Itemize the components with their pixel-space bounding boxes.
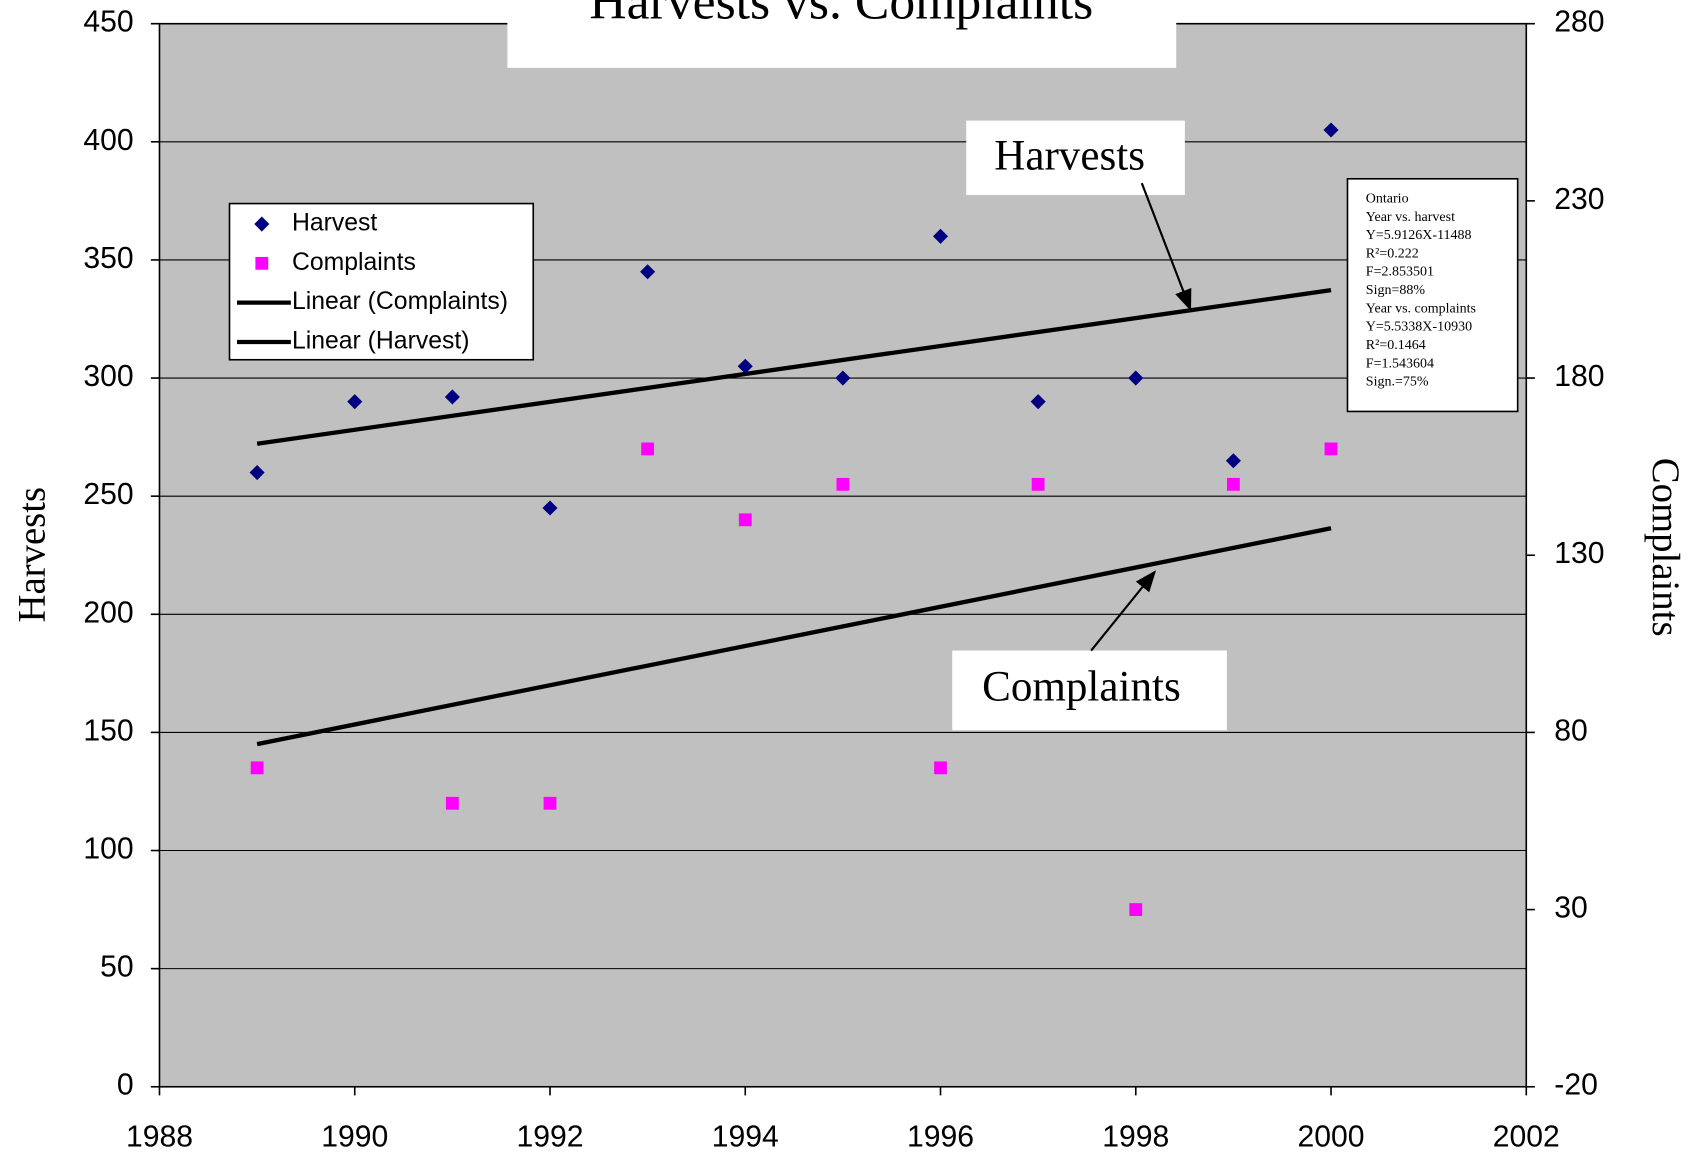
point [1030,394,1046,410]
legend-label: Complaints [292,249,416,276]
legend-marker [254,216,270,232]
stats-line: Ontario [1366,191,1409,206]
y-tick-label: 250 [83,478,133,511]
y-tick-label: 400 [83,124,133,157]
y-tick-label: 50 [100,951,134,984]
annotation: Complaints [982,663,1181,710]
stats-line: Sign.=75% [1366,375,1429,390]
stats-line: R²=0.1464 [1366,338,1426,353]
point [250,761,264,775]
y-tick-label: 200 [83,596,133,629]
stats-line: R²=0.222 [1366,246,1419,261]
x-tick-label: 1996 [907,1120,974,1153]
y2-tick-label: 280 [1554,6,1604,39]
point [249,465,265,481]
point [1323,122,1339,138]
legend-marker [255,256,269,270]
y-tick-label: 100 [83,832,133,865]
x-tick-label: 1988 [126,1120,193,1153]
trend-line [256,526,1332,747]
y-tick-label: 450 [83,6,133,39]
legend-label: Linear (Complaints) [292,288,508,315]
point [543,796,557,810]
stats-line: F=2.853501 [1366,265,1434,280]
y-tick-label: 300 [83,360,133,393]
trend-line [256,288,1332,446]
y2-tick-label: 30 [1554,892,1588,925]
y2-tick-label: 230 [1554,183,1604,216]
y2-tick-label: 180 [1554,360,1604,393]
legend [228,202,535,361]
point [445,796,459,810]
y-tick-label: 150 [83,714,133,747]
annotation: Harvests [994,132,1145,179]
point [1226,477,1240,491]
point [1128,370,1144,386]
x-tick-label: 1998 [1102,1120,1169,1153]
stats-line: Y=5.5338X-10930 [1366,320,1472,335]
point [836,477,850,491]
point [640,264,656,280]
y-axis-label: Harvests [11,487,54,623]
title-box [507,0,1177,68]
y2-tick-label: 130 [1554,537,1604,570]
y2-tick-label: -20 [1554,1069,1598,1102]
point [934,761,947,775]
stats-line: Year vs. complaints [1366,301,1476,316]
arrow [1140,182,1192,312]
legend-label: Linear (Harvest) [292,328,470,355]
legend-label: Harvest [292,210,377,237]
y-tick-label: 350 [83,242,133,275]
stats-line: Y=5.9126X-11488 [1366,228,1472,243]
point [738,513,752,527]
point [1031,477,1045,491]
y2-tick-label: 80 [1554,714,1588,747]
annotation-box [952,650,1227,731]
stats-line: F=1.543604 [1366,356,1434,371]
stats-box [1346,177,1519,413]
point [1324,442,1338,456]
x-tick-label: 1994 [712,1120,779,1153]
chart-title: Harvests vs. Complaints [589,0,1093,30]
x-tick-label: 1992 [516,1120,583,1153]
plot-area [158,22,1528,1088]
point [641,442,655,456]
annotation-box [966,120,1185,195]
point [1129,903,1143,916]
x-tick-label: 2002 [1493,1120,1560,1153]
arrow [1090,570,1157,652]
stats-line: Year vs. harvest [1366,210,1455,225]
x-tick-label: 1990 [321,1120,388,1153]
point [1225,453,1241,469]
point [347,394,363,410]
stats-line: Sign=88% [1366,283,1426,298]
x-tick-label: 2000 [1297,1120,1364,1153]
y2-axis-label: Complaints [1644,458,1687,637]
y-tick-label: 0 [117,1069,134,1102]
